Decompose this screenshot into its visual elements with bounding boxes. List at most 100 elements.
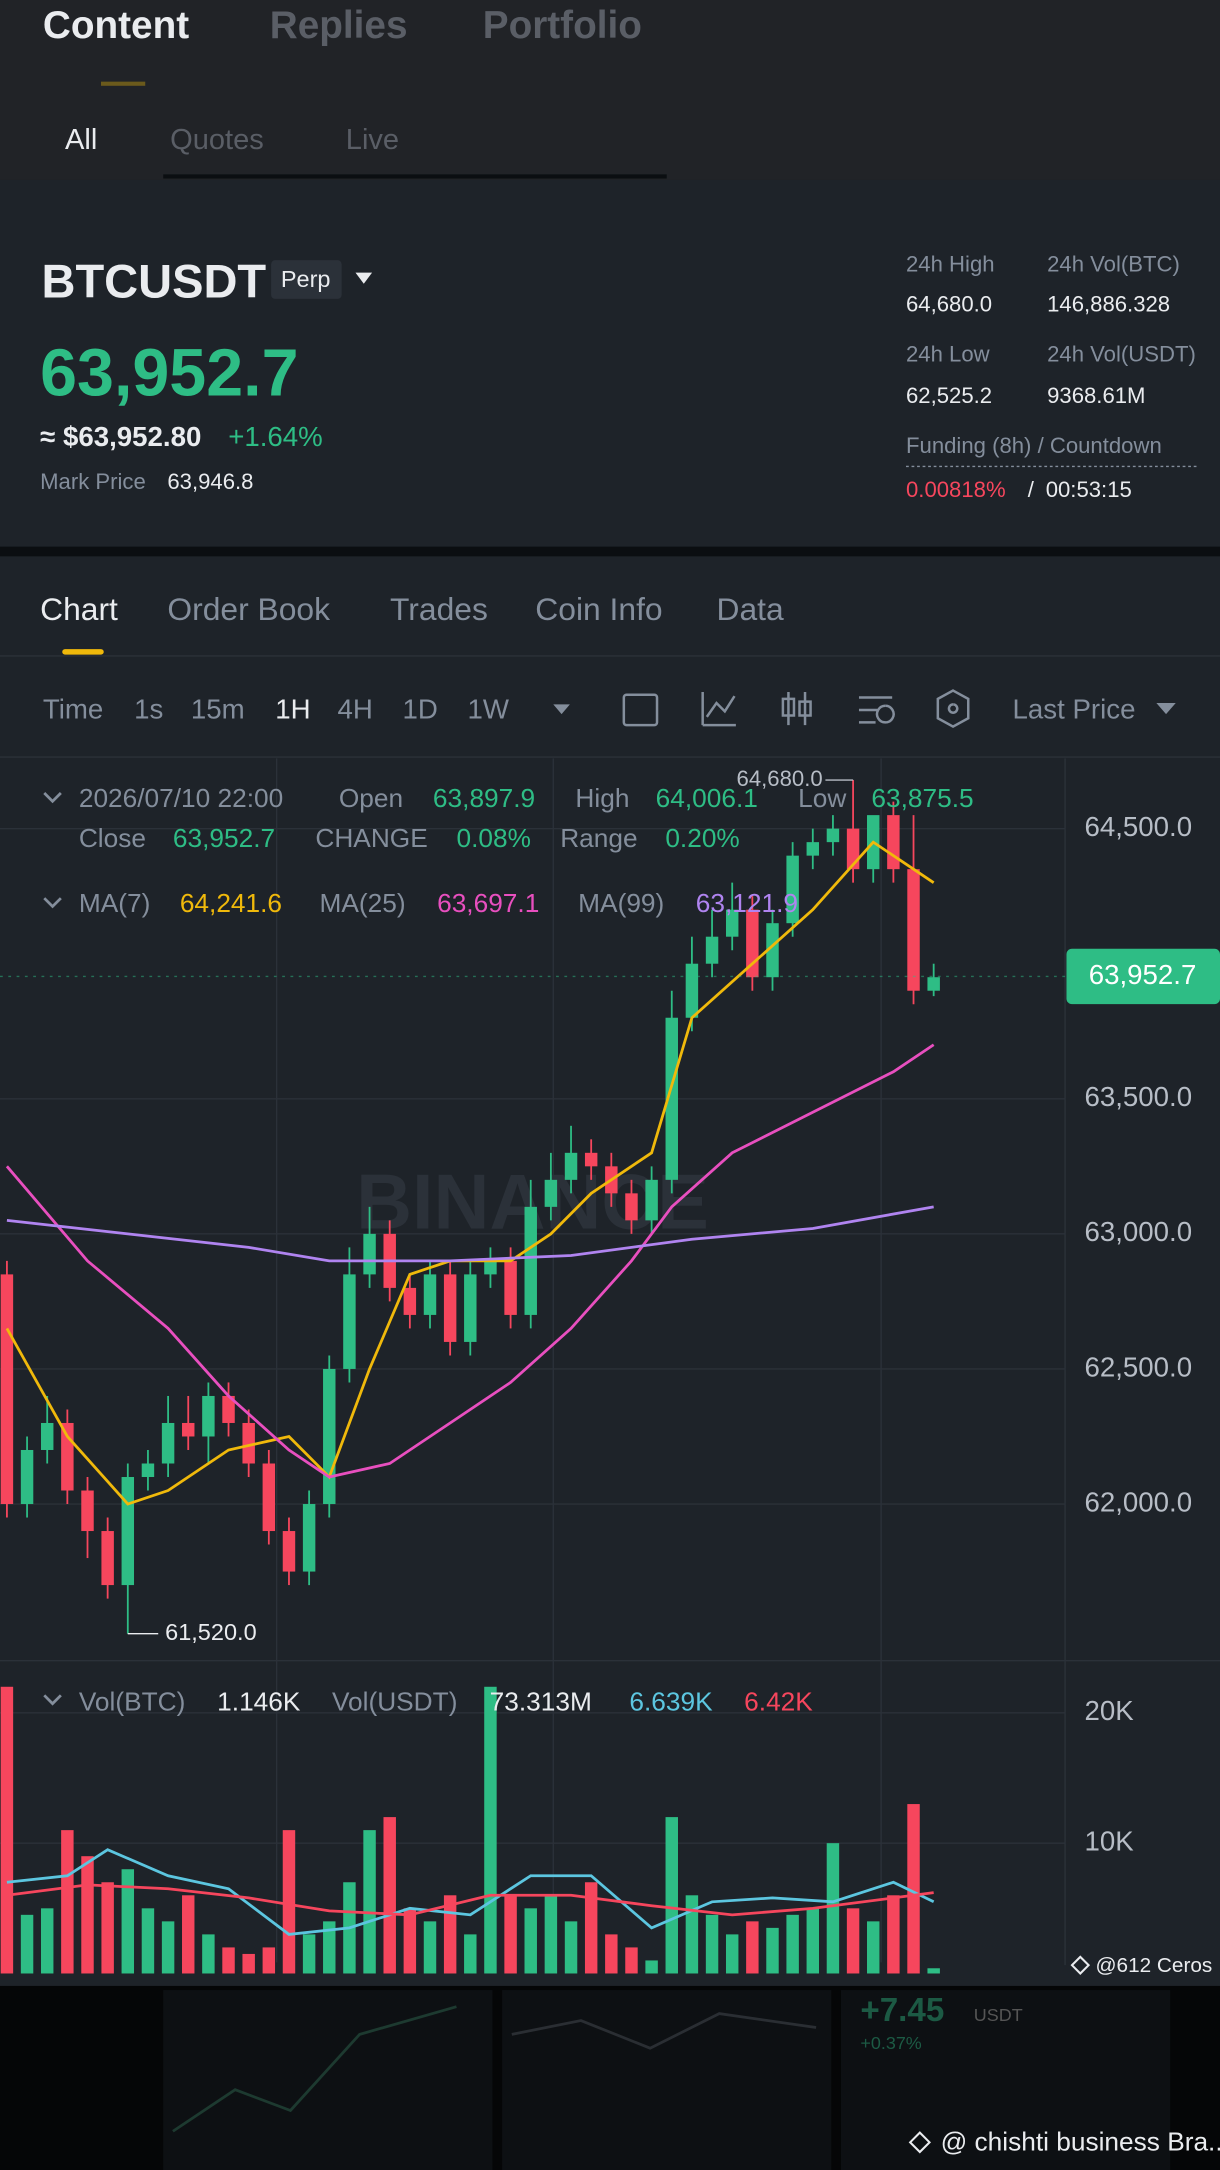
- volume-bar: [0, 1686, 14, 1974]
- vol-name: Vol(BTC): [79, 1687, 186, 1717]
- badge: [271, 260, 342, 299]
- info-value: 63,897.9: [433, 783, 535, 813]
- funding-sep: /: [1028, 477, 1035, 502]
- thumbnail: [163, 1990, 493, 2170]
- top-bar: [0, 0, 1220, 180]
- volume-bar: [846, 1908, 860, 1974]
- interval[interactable]: 1s: [134, 694, 163, 725]
- candle-body: [343, 1274, 356, 1369]
- thumb-pnl: +7.45: [860, 1992, 944, 2029]
- candle-body: [524, 1206, 537, 1315]
- section-tab[interactable]: Data: [717, 591, 784, 627]
- tab[interactable]: Replies: [270, 4, 408, 47]
- sub-tab[interactable]: Quotes: [170, 124, 264, 156]
- section-tab[interactable]: Order Book: [167, 591, 330, 627]
- info-value: 63,952.7: [173, 823, 275, 853]
- info-label: Low: [798, 783, 847, 813]
- candle-body: [887, 815, 900, 870]
- candle-body: [101, 1531, 114, 1586]
- candle-body: [564, 1152, 578, 1180]
- funding-label[interactable]: Funding (8h) / Countdown: [906, 433, 1162, 458]
- candle-body: [121, 1477, 135, 1586]
- price: 63,952.7: [40, 336, 298, 410]
- divider: [0, 546, 1220, 557]
- info-value: 63,875.5: [871, 783, 973, 813]
- interval[interactable]: 1W: [468, 694, 510, 725]
- calendar-icon[interactable]: [622, 693, 659, 727]
- stat-label: 24h High: [906, 252, 995, 277]
- interval[interactable]: 1H: [275, 694, 310, 725]
- interval[interactable]: 15m: [191, 694, 245, 725]
- stat-value: 62,525.2: [906, 383, 992, 408]
- price-type-arrow[interactable]: [1156, 703, 1176, 715]
- collapse-icon[interactable]: [43, 1694, 62, 1706]
- volume-bar: [423, 1921, 437, 1974]
- candle-body: [625, 1193, 638, 1221]
- tab[interactable]: Portfolio: [483, 4, 642, 47]
- candle-body: [484, 1260, 497, 1275]
- volume-bar: [363, 1830, 376, 1974]
- volume-bar: [262, 1947, 276, 1974]
- thumb-pct: +0.37%: [860, 2033, 921, 2053]
- dropdown-icon[interactable]: [355, 272, 373, 284]
- collapse-icon[interactable]: [43, 792, 62, 804]
- thumb-line: [511, 2012, 817, 2050]
- section-tab[interactable]: Chart: [40, 591, 118, 627]
- y-tick-label: 63,500.0: [1084, 1081, 1192, 1112]
- volume-bar: [484, 1686, 497, 1974]
- change: +1.64%: [228, 421, 323, 452]
- stat-value: 64,680.0: [906, 292, 992, 317]
- collapse-icon[interactable]: [43, 897, 62, 909]
- sub-tab[interactable]: Live: [346, 124, 399, 156]
- ma-value: 63,697.1: [437, 888, 539, 918]
- last-price-label: 63,952.7: [1089, 959, 1197, 990]
- interval[interactable]: Time: [43, 694, 103, 725]
- price-type[interactable]: Last Price: [1013, 694, 1136, 725]
- info-value: 0.20%: [665, 823, 739, 853]
- stat-value: 146,886.328: [1047, 292, 1170, 317]
- candle-body: [363, 1233, 376, 1275]
- volume-bar: [121, 1869, 135, 1974]
- y-tick-label: 62,000.0: [1084, 1486, 1192, 1517]
- volume-bar: [282, 1830, 296, 1974]
- funding-rate: 0.00818%: [906, 477, 1006, 502]
- volume-bar: [887, 1895, 900, 1974]
- footer: @ chishti business Bra...: [941, 2127, 1220, 2157]
- info-label: High: [575, 783, 629, 813]
- candle-body: [161, 1422, 175, 1464]
- tab[interactable]: Content: [43, 4, 189, 47]
- section-tab[interactable]: Trades: [390, 591, 488, 627]
- interval[interactable]: 4H: [338, 694, 373, 725]
- y-tick-label: 64,500.0: [1084, 811, 1192, 842]
- volume-bar: [242, 1953, 255, 1974]
- more-intervals[interactable]: [553, 704, 570, 715]
- symbol[interactable]: BTCUSDT: [41, 255, 266, 308]
- section-tab[interactable]: Coin Info: [535, 591, 662, 627]
- interval[interactable]: 1D: [403, 694, 438, 725]
- volume-bar: [746, 1921, 759, 1974]
- candle-body: [242, 1422, 255, 1464]
- candle-body: [645, 1179, 658, 1221]
- ohlc-info: 2026/07/10 22:00 Open 63,897.9 High 64,0…: [43, 783, 974, 1717]
- ma-line: [6, 1848, 935, 1936]
- indicator-icon[interactable]: [701, 691, 736, 727]
- candle-body: [685, 963, 699, 1018]
- volume-bar: [867, 1921, 880, 1974]
- vol-value: 73.313M: [490, 1687, 592, 1717]
- ma-value: 63,121.9: [696, 888, 798, 918]
- toolbar-icons: [622, 689, 970, 728]
- candle-body: [464, 1274, 477, 1342]
- settings-icon[interactable]: [858, 696, 895, 724]
- sub-tab[interactable]: All: [65, 124, 97, 156]
- ma-name: MA(7): [79, 888, 150, 918]
- candle-body: [846, 828, 860, 870]
- candle-body: [182, 1422, 195, 1437]
- volume-bar: [101, 1882, 114, 1974]
- sub-underline: [163, 174, 667, 179]
- volume-bar: [302, 1934, 316, 1974]
- candle-icon[interactable]: [781, 691, 812, 726]
- info-label: Range: [560, 823, 637, 853]
- hex-icon[interactable]: [936, 689, 970, 728]
- candle-body: [403, 1287, 417, 1315]
